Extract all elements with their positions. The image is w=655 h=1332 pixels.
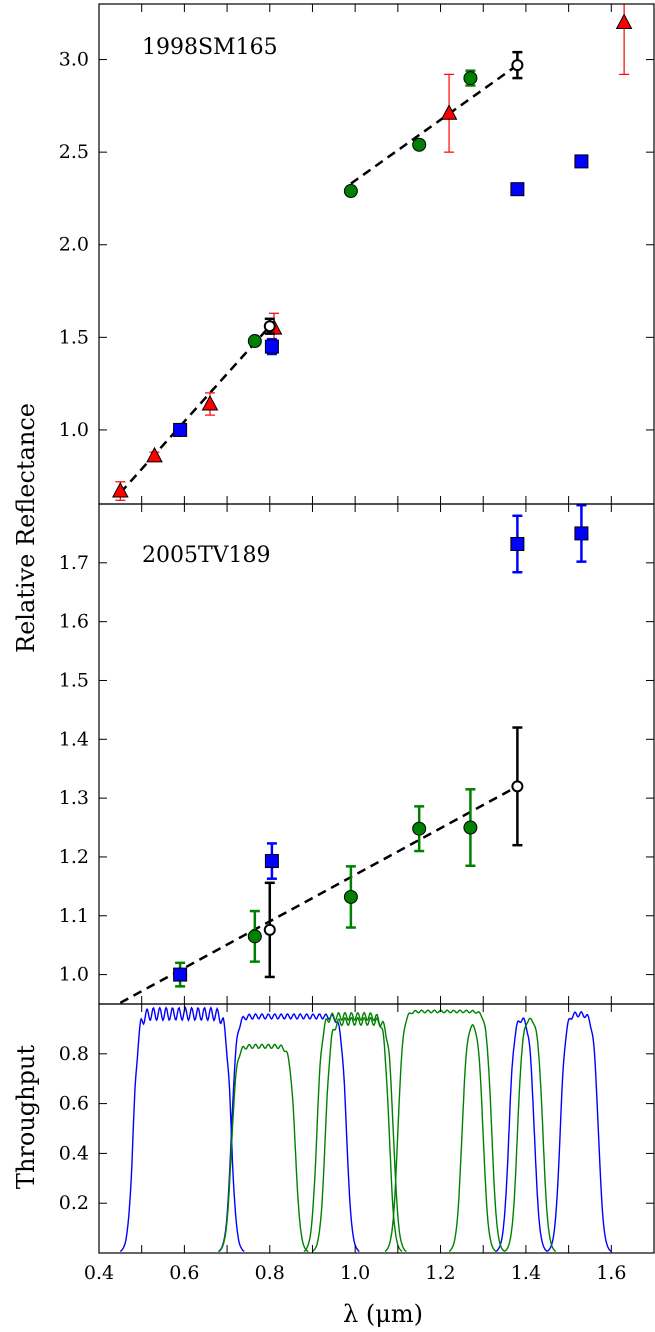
axes-frame (98, 503, 655, 1005)
throughput-curve (504, 1017, 557, 1252)
y-tick-label: 1.6 (59, 611, 89, 633)
data-point-circle (412, 821, 427, 836)
data-point-square (264, 854, 279, 869)
throughput-curve (312, 1016, 407, 1253)
y-tick-label: 1.2 (59, 846, 89, 868)
throughput-curve (448, 1024, 497, 1253)
y-tick-label: 1.4 (59, 728, 89, 750)
y-tick-label: 1.0 (59, 964, 89, 986)
panel-label-1998sm165: 1998SM165 (142, 35, 278, 60)
data-point-circle (247, 334, 262, 349)
panel-label-2005tv189: 2005TV189 (142, 543, 271, 568)
data-point-circle (343, 889, 358, 904)
y-tick-label: 0.4 (59, 1142, 89, 1164)
data-point-triangle (146, 446, 163, 463)
throughput-curve (546, 1010, 612, 1252)
data-point-triangle (615, 13, 633, 30)
data-point-square (574, 526, 589, 541)
data-point-circle (463, 71, 478, 86)
y-tick-label: 1.5 (59, 326, 89, 348)
y-tick-label: 1.0 (59, 419, 89, 441)
fit-line (119, 325, 271, 494)
data-point-square (173, 422, 188, 437)
data-point-circle (247, 929, 262, 944)
x-tick-label: 0.8 (255, 1262, 285, 1284)
plot-area (112, 4, 633, 501)
throughput-curve (303, 1011, 403, 1252)
y-tick-label: 1.7 (59, 552, 89, 574)
throughput-curve (218, 1013, 360, 1252)
data-point-open-circle (263, 923, 276, 936)
data-point-square (510, 537, 525, 551)
throughput-curve (384, 1009, 506, 1252)
data-point-open-circle (263, 320, 276, 333)
y-tick-label: 0.8 (59, 1043, 89, 1065)
data-point-square (173, 967, 188, 982)
y-tick-label: 1.3 (59, 787, 89, 809)
y-tick-label: 0.2 (59, 1192, 89, 1214)
throughput-curve (218, 1043, 309, 1253)
fit-line (119, 785, 518, 1004)
y-tick-label: 2.5 (59, 141, 89, 163)
y-tick-label: 1.1 (59, 905, 89, 927)
throughput-axis-title: Throughput (12, 1045, 40, 1189)
panel-throughput: 0.2 0.4 0.6 0.8 0.4 0.6 0.8 1.0 1.2 1.4 1.6 (59, 1003, 655, 1284)
x-tick-label: 1.4 (511, 1262, 541, 1284)
panel-1998sm165: 1.0 1.5 2.0 2.5 3.0 (59, 3, 655, 505)
y-tick-label: 3.0 (59, 49, 89, 71)
wavelength-axis-title: λ (μm) (343, 1300, 423, 1328)
axes-frame (98, 1003, 655, 1254)
y-tick-label: 2.0 (59, 234, 89, 256)
x-tick-label: 1.0 (340, 1262, 370, 1284)
reflectance-axis-title: Relative Reflectance (12, 403, 40, 653)
data-point-square (264, 339, 279, 354)
plot-area (119, 504, 589, 1004)
data-point-square (510, 182, 525, 197)
fit-line (350, 64, 519, 185)
data-point-circle (412, 137, 427, 152)
data-point-circle (463, 820, 478, 835)
throughput-curve (495, 1017, 548, 1253)
data-point-open-circle (511, 780, 524, 793)
data-point-triangle (201, 394, 219, 411)
x-tick-label: 1.6 (596, 1262, 626, 1284)
plot-area (119, 1005, 612, 1253)
y-tick-label: 1.5 (59, 669, 89, 691)
data-point-triangle (112, 481, 129, 498)
x-tick-label: 1.2 (425, 1262, 455, 1284)
y-tick-label: 0.6 (59, 1093, 89, 1115)
data-point-square (574, 154, 589, 169)
data-point-open-circle (511, 59, 524, 72)
data-point-triangle (440, 104, 458, 120)
throughput-curve (119, 1005, 245, 1252)
data-point-circle (343, 184, 358, 199)
panel-2005tv189: 1.0 1.1 1.2 1.3 1.4 1.5 1.6 1.7 (59, 503, 655, 1005)
x-tick-label: 0.6 (169, 1262, 199, 1284)
x-tick-label: 0.4 (84, 1262, 114, 1284)
